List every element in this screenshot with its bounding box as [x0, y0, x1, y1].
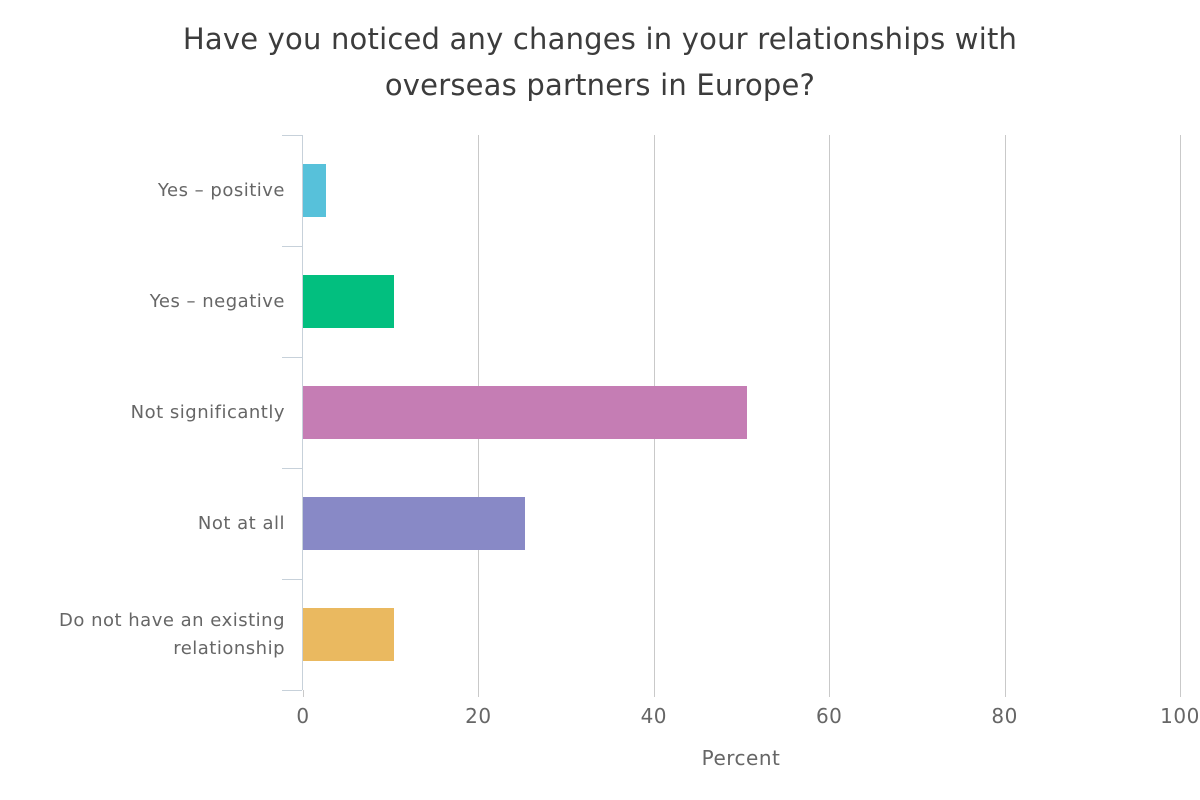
- x-axis-tick: [653, 690, 655, 697]
- category-label: Not significantly: [130, 401, 285, 423]
- x-tick-label: 60: [815, 704, 843, 728]
- category-tick: [282, 579, 302, 580]
- x-axis-tick: [829, 690, 831, 697]
- x-tick-label: 0: [296, 704, 310, 728]
- chart-bar: [303, 386, 747, 439]
- category-tick: [282, 468, 302, 469]
- category-tick: [282, 135, 302, 136]
- x-tick-label: 40: [640, 704, 668, 728]
- x-axis-tick: [303, 690, 304, 697]
- y-axis-line: [302, 135, 303, 690]
- category-label: Yes – negative: [149, 290, 285, 312]
- gridline: [829, 135, 831, 690]
- x-tick-label: 80: [991, 704, 1018, 728]
- x-tick-label: 20: [465, 704, 492, 728]
- category-tick: [282, 357, 302, 358]
- chart-bar: [303, 608, 395, 661]
- chart-title: Have you noticed any changes in your rel…: [182, 22, 1018, 102]
- x-axis-tick: [1180, 690, 1181, 697]
- x-axis-tick: [478, 690, 480, 697]
- x-tick-label: 100: [1160, 704, 1200, 728]
- x-axis-label: Percent: [701, 746, 781, 770]
- chart-bar: [303, 275, 395, 328]
- chart-bar: [303, 164, 326, 217]
- category-label: Not at all: [197, 512, 285, 534]
- category-tick: [282, 690, 302, 691]
- x-axis-tick: [1004, 690, 1006, 697]
- category-label: Do not have an existing relationship: [58, 609, 285, 659]
- gridline: [1180, 135, 1181, 690]
- gridline: [1004, 135, 1006, 690]
- category-tick: [282, 246, 302, 247]
- category-label: Yes – positive: [157, 179, 285, 201]
- chart-bar: [303, 497, 525, 550]
